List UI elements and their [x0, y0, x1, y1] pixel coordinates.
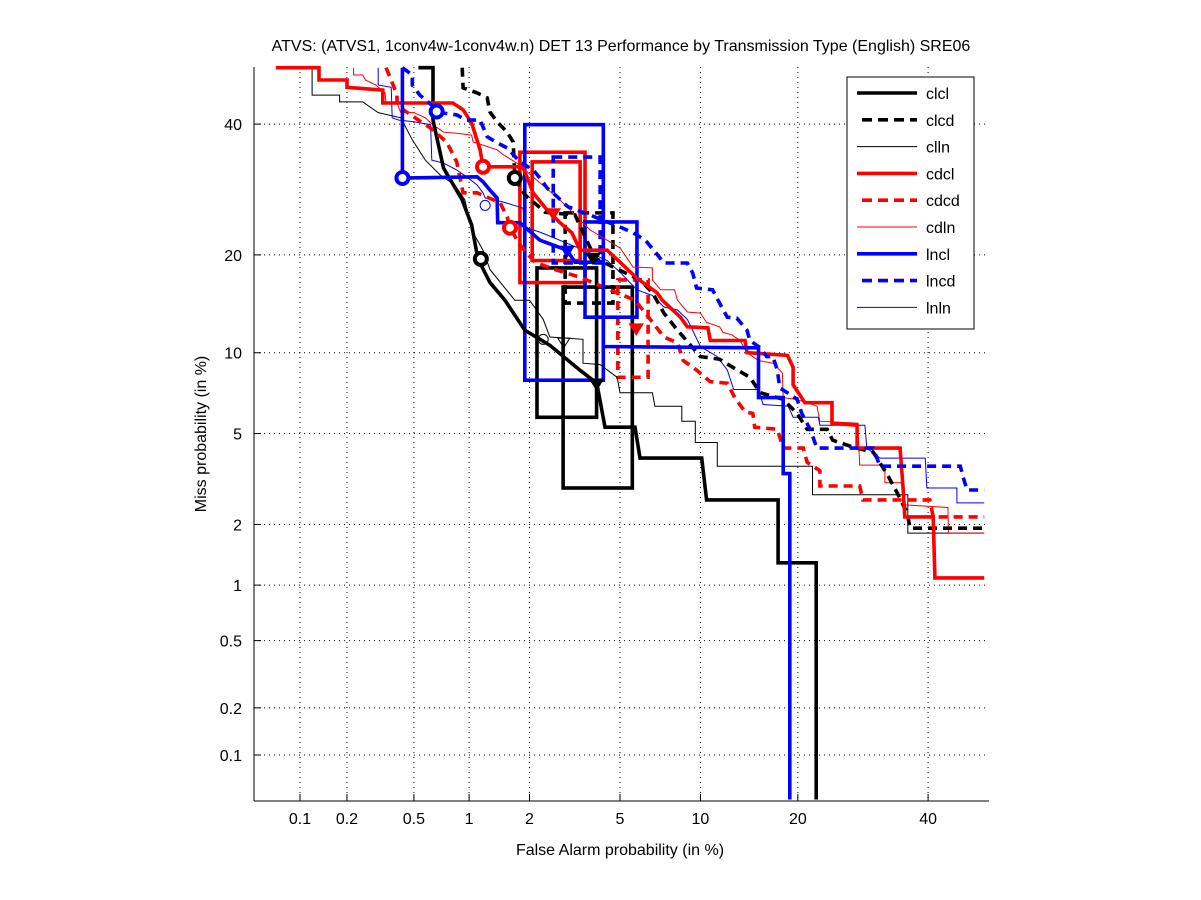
- series-line-lncd: [401, 66, 985, 492]
- chart-title: ATVS: (ATVS1, 1conv4w-1conv4w.n) DET 13 …: [272, 38, 971, 55]
- confidence-box-lncd: [551, 155, 602, 265]
- legend-label: clcd: [926, 113, 954, 130]
- legend-item-clln: clln: [857, 140, 950, 157]
- min-dcf-marker-cdcd: [501, 219, 518, 236]
- y-tick-label: 0.2: [220, 701, 242, 718]
- series-line-clcl: [418, 65, 819, 800]
- legend-item-lnln: lnln: [857, 300, 951, 317]
- legend-item-clcl: clcl: [857, 86, 949, 103]
- legend-label: lncd: [926, 274, 955, 291]
- y-tick-label: 0.5: [220, 634, 242, 651]
- actual-dcf-marker-lncl: [559, 245, 575, 259]
- confidence-box-lncl: [523, 122, 606, 383]
- y-tick-label: 40: [224, 117, 242, 134]
- min-dcf-marker-lncd: [428, 103, 445, 120]
- min-dcf-marker-clcd: [506, 170, 523, 187]
- confidence-box-cdcd: [616, 278, 650, 380]
- x-tick-label: 1: [465, 811, 474, 828]
- confidence-box-clcl: [561, 285, 635, 490]
- y-ticks: 0.1 0.2 0.5 1 2 5 10 20 40: [220, 117, 261, 765]
- x-tick-label: 5: [616, 811, 625, 828]
- x-tick-label: 2: [525, 811, 534, 828]
- legend-label: clcl: [926, 86, 949, 103]
- y-tick-label: 10: [224, 346, 242, 363]
- min-dcf-marker-lncl: [394, 170, 411, 187]
- y-tick-label: 2: [233, 517, 242, 534]
- legend-item-cdcl: cdcl: [857, 166, 954, 183]
- actual-dcf-marker-clcd: [585, 252, 601, 266]
- legend-label: lnln: [926, 300, 951, 317]
- confidence-box-cdcl: [518, 150, 587, 285]
- x-tick-label: 0.1: [289, 811, 311, 828]
- min-dcf-marker-clln: [537, 333, 549, 345]
- x-tick-label: 20: [789, 811, 807, 828]
- y-tick-label: 1: [233, 578, 242, 595]
- legend-item-lncl: lncl: [857, 247, 950, 264]
- series-line-cdcl: [276, 65, 985, 580]
- actual-dcf-marker-cdcd: [628, 323, 644, 336]
- legend-item-clcd: clcd: [862, 113, 954, 130]
- plot-area: [276, 65, 985, 800]
- confidence-box-clcl: [535, 266, 599, 420]
- legend-item-lncd: lncd: [862, 274, 955, 291]
- y-tick-label: 20: [224, 248, 242, 265]
- legend-item-cdcd: cdcd: [862, 193, 960, 210]
- y-tick-label: 0.1: [220, 748, 242, 765]
- min-dcf-marker-clcl: [472, 250, 489, 267]
- legend-item-cdln: cdln: [857, 220, 955, 237]
- min-dcf-marker-cdcl: [475, 158, 492, 175]
- series-line-clln: [300, 67, 985, 534]
- x-tick-label: 0.2: [336, 811, 358, 828]
- legend-label: cdcl: [926, 166, 954, 183]
- min-dcf-marker-lnln: [479, 199, 491, 211]
- legend-label: cdcd: [926, 193, 960, 210]
- x-tick-label: 0.5: [403, 811, 425, 828]
- y-tick-label: 5: [233, 427, 242, 444]
- actual-dcf-marker-clcl: [588, 378, 605, 392]
- legend: clcl clcd clln cdcl cdcd cdln lncl lncd lnln: [846, 76, 975, 330]
- y-axis-label: Miss probability (in %): [193, 356, 210, 512]
- legend-label: cdln: [926, 220, 955, 237]
- x-tick-label: 10: [692, 811, 710, 828]
- actual-dcf-marker-cdcl: [545, 208, 562, 221]
- legend-label: lncl: [926, 247, 950, 264]
- series-line-cdln: [353, 67, 985, 534]
- legend-label: clln: [926, 140, 950, 157]
- actual-dcf-marker-clln: [556, 337, 571, 349]
- x-ticks: 0.1 0.2 0.5 1 2 5 10 20 40: [289, 794, 937, 828]
- x-axis-label: False Alarm probability (in %): [516, 842, 724, 859]
- x-tick-label: 40: [919, 811, 937, 828]
